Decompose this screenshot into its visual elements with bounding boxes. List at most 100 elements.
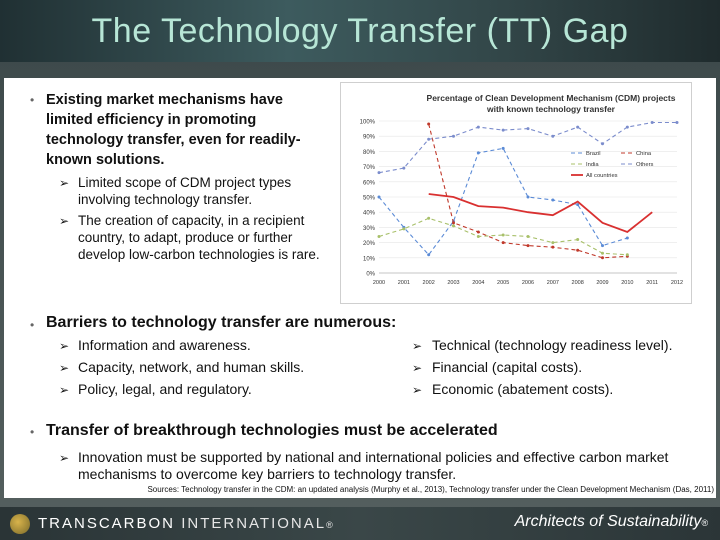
bullet-dot: •: [30, 318, 35, 332]
arrow-bullet-icon: ➢: [412, 339, 423, 353]
data-point: [526, 235, 530, 239]
data-point: [452, 224, 455, 228]
data-point: [526, 195, 530, 199]
legend-label: Brazil: [586, 151, 601, 157]
chart-title-line-1: Percentage of Clean Development Mechanis…: [427, 93, 676, 103]
brand-name-left: TRANSCARBON: [38, 515, 176, 532]
data-point: [601, 251, 604, 255]
y-tick-label: 70%: [363, 165, 376, 171]
x-tick-label: 2012: [671, 280, 683, 286]
legend-label: China: [636, 151, 652, 157]
x-tick-label: 2008: [572, 280, 584, 286]
data-point: [576, 203, 580, 207]
data-point: [526, 244, 530, 248]
y-tick-label: 30%: [363, 226, 376, 232]
data-point: [601, 244, 604, 248]
sources-citation: Sources: Technology transfer in the CDM:…: [147, 485, 714, 494]
series-line-india: [378, 217, 628, 256]
footer-bar: TRANSCARBON INTERNATIONAL® Architects of…: [0, 507, 720, 540]
series-line-all-countries: [428, 193, 653, 234]
data-point: [601, 142, 604, 146]
content-area: • Existing market mechanisms have limite…: [4, 78, 716, 498]
data-point: [625, 253, 629, 257]
arrow-bullet-icon: ➢: [59, 383, 70, 397]
data-point: [452, 134, 455, 138]
data-point: [427, 122, 431, 126]
arrow-bullet-icon: ➢: [59, 176, 70, 190]
y-tick-label: 80%: [363, 150, 376, 156]
data-point: [501, 241, 505, 245]
legend-label: Others: [636, 162, 653, 168]
y-tick-label: 40%: [363, 211, 376, 217]
brand-name: TRANSCARBON INTERNATIONAL®: [38, 515, 335, 532]
y-tick-label: 60%: [363, 180, 376, 186]
chart-svg: Percentage of Clean Development Mechanis…: [360, 93, 683, 286]
data-point: [427, 216, 431, 220]
data-point: [476, 230, 480, 234]
data-point: [526, 127, 530, 131]
y-tick-label: 90%: [363, 135, 376, 141]
series-line-china: [428, 123, 628, 259]
data-point: [501, 233, 505, 237]
data-point: [576, 125, 580, 129]
brand-mark: ®: [326, 520, 335, 530]
data-point: [625, 125, 629, 129]
data-point: [625, 236, 629, 240]
barrier-economic: Economic (abatement costs).: [432, 381, 614, 397]
x-tick-label: 2002: [423, 280, 435, 286]
legend-label: India: [586, 162, 599, 168]
x-tick-label: 2010: [621, 280, 633, 286]
data-point: [476, 235, 480, 239]
title-band: The Technology Transfer (TT) Gap: [0, 0, 720, 62]
data-point: [427, 253, 431, 257]
data-point: [476, 125, 480, 129]
data-point: [501, 146, 505, 150]
globe-logo-icon: [10, 514, 30, 534]
brand-name-right: INTERNATIONAL: [181, 515, 327, 532]
bullet-breakthrough: Transfer of breakthrough technologies mu…: [46, 422, 498, 439]
y-tick-label: 20%: [363, 241, 376, 247]
data-point: [452, 221, 455, 225]
data-point: [377, 195, 381, 199]
x-tick-label: 2001: [398, 280, 410, 286]
arrow-bullet-icon: ➢: [412, 361, 423, 375]
x-tick-label: 2009: [596, 280, 608, 286]
tagline: Architects of Sustainability®: [515, 513, 708, 531]
barrier-information: Information and awareness.: [78, 337, 251, 353]
tagline-text: Architects of Sustainability: [514, 513, 702, 530]
data-point: [551, 241, 555, 245]
bullet-dot: •: [30, 425, 35, 439]
arrow-bullet-icon: ➢: [412, 383, 423, 397]
sub-capacity-creation: The creation of capacity, in a recipient…: [78, 213, 320, 262]
barrier-technical: Technical (technology readiness level).: [432, 337, 673, 353]
sub-cdm-scope: Limited scope of CDM project types invol…: [78, 175, 292, 207]
barrier-financial: Financial (capital costs).: [432, 359, 583, 375]
x-tick-label: 2011: [646, 280, 658, 286]
data-point: [551, 245, 555, 249]
sub-innovation-support: Innovation must be supported by national…: [78, 449, 669, 482]
data-point: [576, 238, 580, 242]
y-tick-label: 50%: [363, 196, 376, 202]
x-tick-label: 2007: [547, 280, 559, 286]
slide-title: The Technology Transfer (TT) Gap: [91, 12, 629, 50]
bullet-barriers: Barriers to technology transfer are nume…: [46, 314, 397, 331]
data-point: [476, 151, 480, 155]
x-tick-label: 2005: [497, 280, 509, 286]
y-tick-label: 100%: [360, 120, 376, 126]
barrier-capacity: Capacity, network, and human skills.: [78, 359, 305, 375]
arrow-bullet-icon: ➢: [59, 339, 70, 353]
x-tick-label: 2000: [373, 280, 385, 286]
data-point: [377, 171, 381, 175]
data-point: [551, 134, 555, 138]
data-point: [402, 227, 406, 231]
data-point: [601, 256, 604, 260]
x-tick-label: 2006: [522, 280, 534, 286]
x-tick-label: 2004: [472, 280, 484, 286]
arrow-bullet-icon: ➢: [59, 361, 70, 375]
data-point: [551, 198, 555, 202]
x-tick-label: 2003: [447, 280, 459, 286]
data-point: [427, 137, 431, 141]
arrow-bullet-icon: ➢: [59, 451, 70, 465]
y-tick-label: 0%: [366, 272, 375, 278]
bullet-dot: •: [30, 93, 35, 107]
